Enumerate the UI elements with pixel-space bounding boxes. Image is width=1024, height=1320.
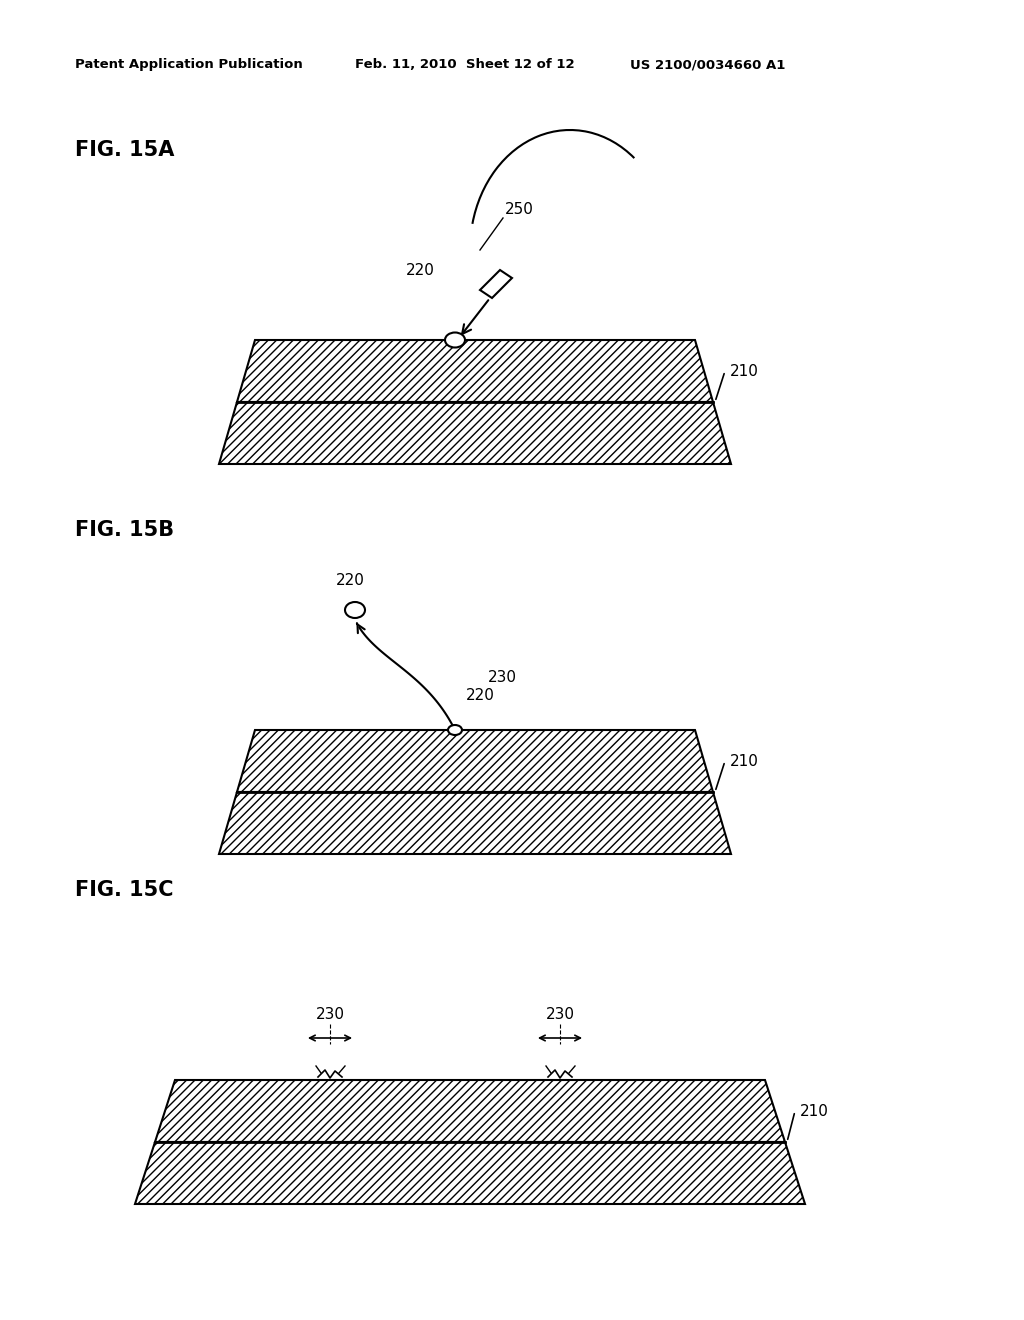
Text: 220: 220 [406, 263, 434, 279]
Ellipse shape [345, 602, 365, 618]
Polygon shape [237, 341, 713, 403]
Text: 230: 230 [487, 671, 516, 685]
Polygon shape [219, 792, 731, 854]
Polygon shape [480, 271, 512, 298]
Text: FIG. 15B: FIG. 15B [75, 520, 174, 540]
Text: 220: 220 [466, 688, 495, 704]
Text: FIG. 15C: FIG. 15C [75, 880, 173, 900]
Text: 230: 230 [315, 1007, 344, 1022]
Polygon shape [219, 403, 731, 465]
Text: US 2100/0034660 A1: US 2100/0034660 A1 [630, 58, 785, 71]
Polygon shape [155, 1080, 785, 1142]
Polygon shape [237, 730, 713, 792]
Text: 220: 220 [336, 573, 365, 587]
Ellipse shape [445, 333, 465, 347]
Text: 210: 210 [730, 363, 759, 379]
Polygon shape [135, 1142, 805, 1204]
Text: Patent Application Publication: Patent Application Publication [75, 58, 303, 71]
Text: FIG. 15A: FIG. 15A [75, 140, 174, 160]
Text: 230: 230 [546, 1007, 574, 1022]
Text: Feb. 11, 2010  Sheet 12 of 12: Feb. 11, 2010 Sheet 12 of 12 [355, 58, 574, 71]
Text: 210: 210 [730, 754, 759, 768]
Text: 250: 250 [505, 202, 534, 218]
Text: 210: 210 [800, 1104, 828, 1118]
Ellipse shape [449, 725, 462, 735]
